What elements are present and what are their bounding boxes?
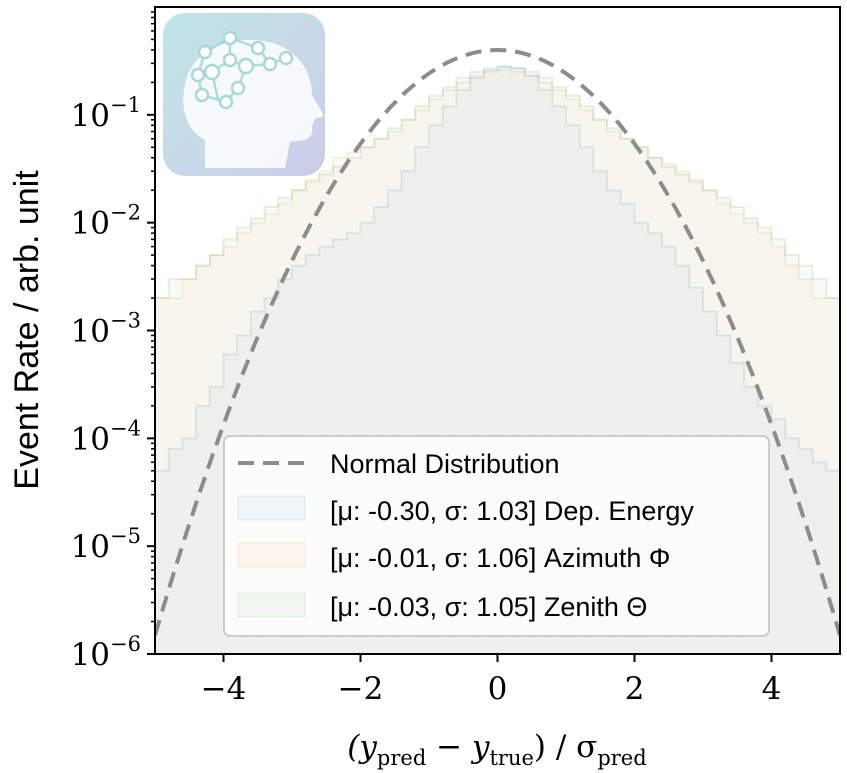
y-tick-label: 10−4 — [71, 416, 141, 457]
legend-swatch-dep-energy — [237, 495, 306, 521]
histogram-bar — [155, 298, 169, 654]
legend-label-azimuth: [μ: -0.01, σ: 1.06] Azimuth Φ — [330, 543, 670, 573]
histogram-outline — [155, 69, 840, 654]
histogram-bar — [209, 255, 224, 654]
y-axis-label: Event Rate / arb. unit — [8, 170, 46, 490]
histogram-bar — [826, 298, 840, 654]
histogram-bar — [771, 419, 786, 654]
histogram-bar — [196, 265, 210, 654]
legend-swatch-azimuth — [237, 542, 306, 568]
histogram-bar — [798, 279, 813, 654]
y-tick-label: 10−3 — [71, 309, 141, 350]
y-tick-label: 10−1 — [71, 93, 141, 134]
histogram-bar — [812, 279, 827, 654]
y-tick-label: 10−2 — [71, 201, 141, 242]
histogram-bar — [168, 279, 183, 654]
histogram-bar — [798, 448, 813, 654]
histogram-bar — [182, 279, 197, 654]
histogram-bar — [155, 298, 169, 654]
legend-box — [223, 435, 770, 637]
histogram-bar — [209, 255, 224, 654]
histogram-bar — [196, 265, 210, 654]
histogram-bar — [182, 438, 197, 654]
x-tick-label: 0 — [488, 671, 508, 707]
x-tick-label: 4 — [762, 671, 782, 707]
x-tick-label: 2 — [625, 671, 645, 707]
legend: Normal Distribution [μ: -0.30, σ: 1.03] … — [223, 435, 770, 637]
histogram-bar — [785, 255, 799, 654]
normal-distribution-curve — [155, 48, 840, 636]
legend-label-zenith: [μ: -0.03, σ: 1.05] Zenith Θ — [330, 592, 647, 622]
histogram-bar — [155, 470, 169, 654]
y-tick-label: 10−5 — [71, 524, 141, 565]
histogram-bar — [826, 470, 840, 654]
x-axis: −4 −2 0 2 4 — [201, 654, 782, 707]
legend-label-dep-energy: [μ: -0.30, σ: 1.03] Dep. Energy — [330, 496, 694, 526]
histogram-bar — [826, 298, 840, 654]
histogram-outline — [155, 65, 840, 654]
x-tick-label: −2 — [338, 671, 384, 707]
brain-head-icon — [163, 13, 325, 176]
histogram-bar — [798, 265, 813, 654]
histogram-bar — [168, 448, 183, 654]
histogram-bar — [812, 298, 827, 654]
y-tick-label: 10−6 — [71, 632, 141, 673]
y-axis: 10−6 10−5 10−4 10−3 10−2 10−1 — [71, 11, 155, 673]
x-axis-label: (ypred − ytrue) / σpred — [347, 729, 646, 770]
histogram-bar — [785, 265, 799, 654]
histogram-bar — [168, 298, 183, 654]
x-tick-label: −4 — [201, 671, 247, 707]
histogram-bar — [812, 462, 827, 654]
legend-label-normal: Normal Distribution — [330, 449, 560, 479]
legend-swatch-zenith — [237, 592, 306, 618]
histogram-bar — [182, 279, 197, 654]
histogram-outline — [155, 65, 840, 654]
histogram-bar — [771, 246, 786, 654]
